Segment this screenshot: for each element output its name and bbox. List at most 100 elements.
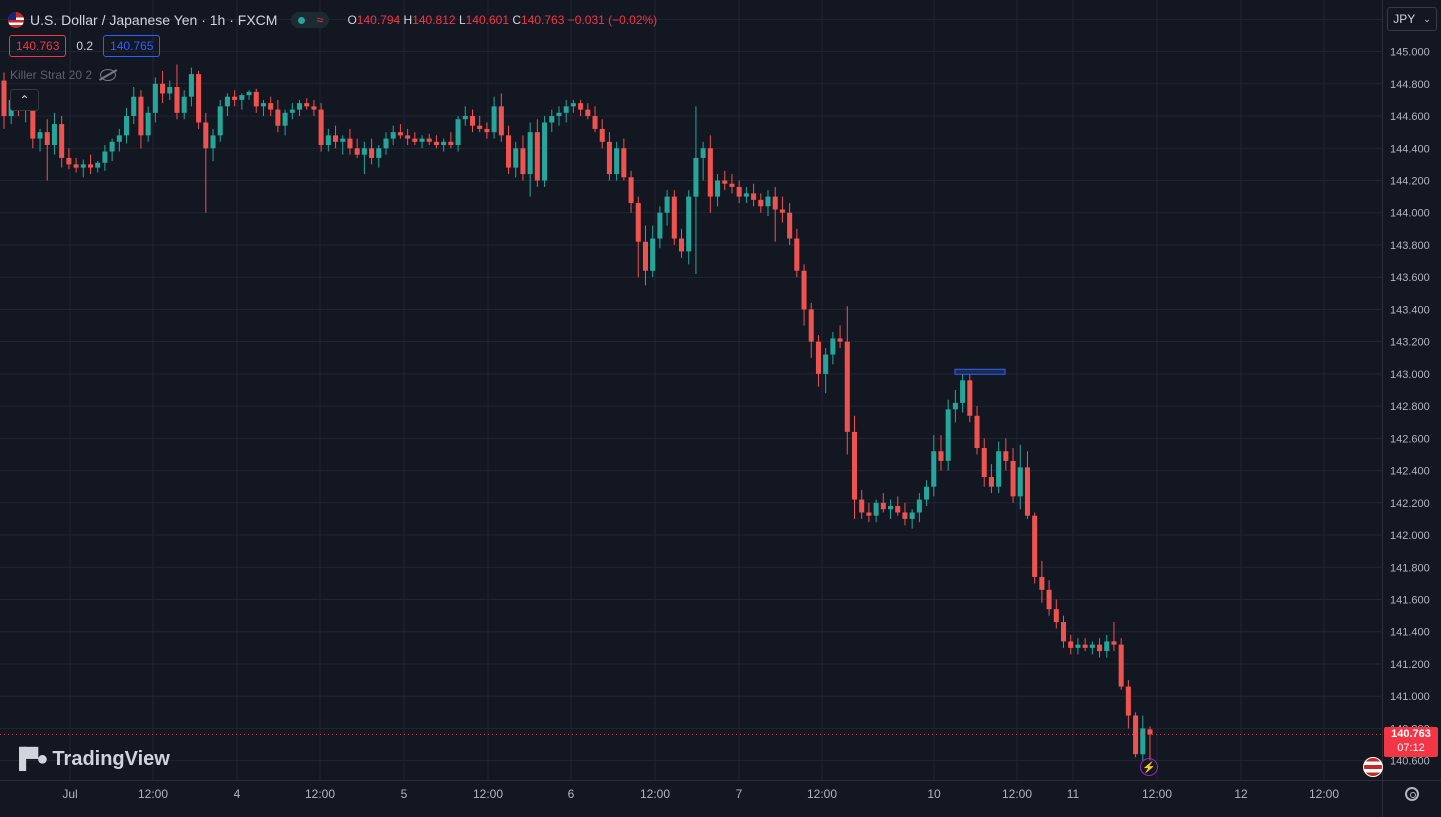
candle-body: [469, 116, 476, 126]
candle-body: [996, 451, 1002, 487]
price-tick-label: 141.200: [1390, 659, 1430, 671]
price-tick-label: 143.200: [1390, 337, 1430, 349]
candle-body: [707, 148, 713, 197]
delayed-data-icon: ≈: [316, 13, 324, 27]
currency-label: JPY: [1393, 12, 1416, 26]
time-axis[interactable]: Jul 12:00 4 12:00 5 12:00 6 12:00 7 12:00 10 12:00 1…: [62, 787, 1339, 801]
price-axis[interactable]: 145.200145.000144.800144.600144.400144.2…: [1390, 14, 1430, 767]
indicator-label[interactable]: Killer Strat 20 2: [10, 68, 93, 82]
candle-body: [880, 502, 886, 510]
candle-body: [1147, 729, 1153, 735]
price-tick-label: 144.600: [1390, 111, 1430, 123]
bar-countdown: 07:12: [1397, 742, 1425, 754]
candle-body: [556, 112, 562, 117]
candle-body: [1024, 467, 1030, 516]
candle-body: [837, 338, 843, 342]
hidden-eye-icon[interactable]: [100, 69, 117, 81]
candle-body: [124, 116, 130, 136]
candle-body: [599, 128, 605, 142]
candle-body: [859, 499, 865, 513]
ohlc-values: O140.794 H140.812 L140.601 C140.763 −0.0…: [347, 13, 658, 27]
price-tick-label: 144.200: [1390, 175, 1430, 187]
sell-button[interactable]: 140.763: [9, 35, 67, 57]
time-tick-label: 12: [1234, 787, 1248, 801]
candle-body: [924, 486, 930, 500]
candle-body: [66, 157, 72, 165]
candle-body: [844, 341, 850, 432]
time-tick-label: 11: [1067, 787, 1080, 801]
us-flag-icon[interactable]: [1363, 757, 1383, 777]
candle-body: [902, 512, 908, 519]
currency-button[interactable]: JPY ⌄: [1387, 7, 1437, 31]
candle-body: [938, 451, 944, 461]
candle-body: [289, 109, 295, 113]
candle-body: [376, 148, 382, 158]
candle-body: [369, 148, 375, 158]
candle-body: [758, 199, 764, 207]
time-tick-label: 12:00: [807, 787, 837, 801]
candle-body: [642, 241, 648, 271]
collapse-legend-button[interactable]: ⌃: [10, 89, 39, 111]
time-tick-label: 12:00: [138, 787, 168, 801]
candle-body: [765, 196, 771, 207]
time-tick-label: 12:00: [1142, 787, 1172, 801]
last-price-value: 140.763: [1391, 728, 1431, 740]
market-status[interactable]: ≈: [291, 12, 330, 28]
tv-logo-icon: ▐▀●: [12, 748, 48, 770]
candle-body: [397, 132, 403, 136]
candle-body: [347, 138, 353, 149]
candle-body: [102, 151, 108, 163]
candle-body: [1075, 644, 1081, 648]
candle-body: [974, 415, 980, 449]
candle-body: [419, 138, 425, 142]
candle-body: [1017, 467, 1023, 497]
candle-body: [138, 96, 144, 136]
time-tick-label: 5: [401, 787, 408, 801]
candle-body: [433, 141, 439, 146]
tradingview-logo[interactable]: ▐▀● TradingView: [12, 748, 170, 771]
candle-body: [592, 116, 598, 129]
candle-body: [1097, 644, 1103, 652]
candle-body: [188, 74, 194, 97]
time-tick-label: 12:00: [1309, 787, 1339, 801]
candle-body: [1032, 515, 1038, 577]
indicator-legend[interactable]: Killer Strat 20 2: [10, 68, 117, 82]
candle-body: [851, 431, 858, 500]
candle-body: [614, 148, 620, 175]
price-tick-label: 143.000: [1390, 369, 1430, 381]
candle-body: [888, 506, 894, 510]
candle-body: [426, 138, 432, 142]
price-tick-label: 141.000: [1390, 691, 1430, 703]
candle-body: [275, 109, 281, 126]
candle-body: [448, 141, 454, 146]
candle-body: [131, 96, 137, 117]
lightning-icon[interactable]: ⚡: [1140, 758, 1158, 776]
candle-body: [37, 132, 43, 139]
candle-body: [44, 132, 50, 146]
candle-body: [664, 196, 670, 213]
candle-body: [1, 80, 7, 117]
candle-body: [1133, 715, 1139, 755]
buy-button[interactable]: 140.765: [103, 35, 161, 57]
grid-lines: [0, 0, 1382, 780]
candle-body: [751, 193, 757, 200]
symbol-title[interactable]: U.S. Dollar / Japanese Yen · 1h · FXCM: [30, 12, 278, 28]
candle-body: [498, 106, 504, 136]
candle-body: [823, 354, 829, 374]
candle-body: [945, 409, 951, 461]
brand-name: TradingView: [52, 748, 170, 770]
chevron-up-icon: ⌃: [19, 93, 30, 107]
candle-body: [895, 506, 901, 513]
candle-body: [671, 196, 677, 239]
last-price-label: 140.763 07:12: [1384, 727, 1438, 757]
candle-body: [693, 157, 699, 197]
time-tick-label: 12:00: [1002, 787, 1032, 801]
candle-body: [873, 502, 879, 516]
resistance-marker[interactable]: [954, 368, 1006, 375]
candle-body: [981, 448, 987, 478]
candle-body: [1089, 644, 1095, 648]
gear-icon[interactable]: [1405, 787, 1419, 801]
candle-body: [628, 177, 634, 204]
candles: [1, 64, 1153, 761]
